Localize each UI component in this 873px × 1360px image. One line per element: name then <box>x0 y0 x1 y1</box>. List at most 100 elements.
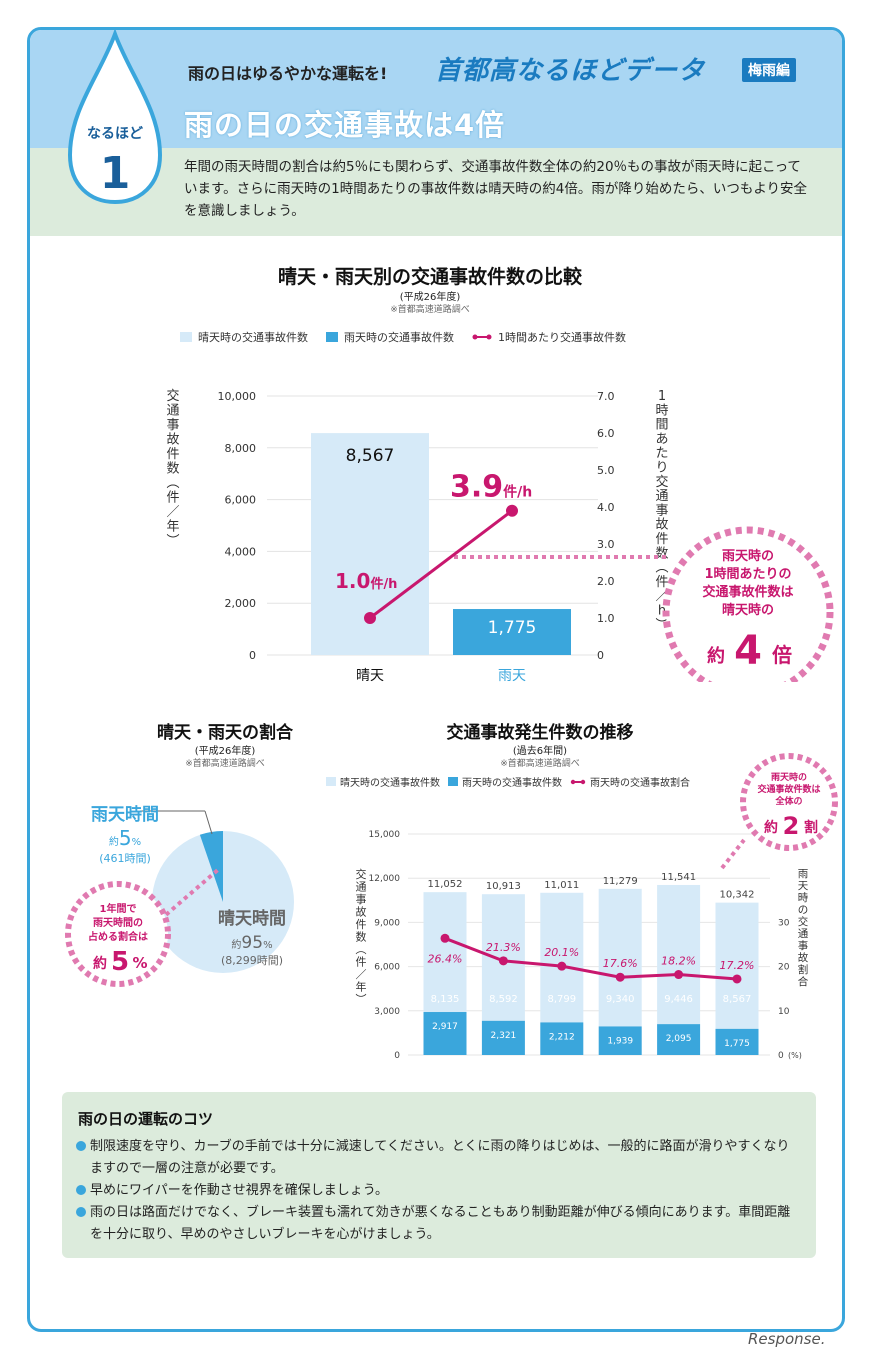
bar-value-label: 1,939 <box>607 1036 633 1046</box>
callout-text: 雨天時の <box>722 548 774 564</box>
x-tick-label: 雨天 <box>498 668 526 682</box>
ratio-value-label: 17.6% <box>603 957 638 970</box>
callout-text: 占める割合は <box>88 930 148 943</box>
line-point <box>506 504 518 517</box>
bar-total-label: 11,279 <box>603 876 638 887</box>
tip-text: 早めにワイパーを作動させ視界を確保しましょう。 <box>90 1183 388 1198</box>
y-axis-label: 数 <box>166 462 179 477</box>
y-tick-label: 0 <box>394 1051 400 1060</box>
y-tick-label: 8,000 <box>225 442 257 455</box>
callout-text: 晴天時の <box>722 602 774 618</box>
y-axis-label: 件 <box>166 447 179 462</box>
y2-axis-label: 事 <box>655 503 668 518</box>
chart3-svg: 03,0006,0009,00012,00015,0000102030(%)交通… <box>356 753 838 1060</box>
ratio-value-label: 18.2% <box>661 955 696 968</box>
bar-fine <box>540 892 584 1023</box>
callout-text: 雨天時間の <box>93 916 143 929</box>
x-tick-label: 晴天 <box>356 668 384 682</box>
y-tick-label: 4,000 <box>225 545 257 558</box>
pie-label-rain: 雨天時間 <box>91 804 159 825</box>
connector-dots <box>158 866 222 922</box>
bar-value-label: 2,212 <box>549 1032 575 1042</box>
y-axis-label: 通 <box>166 404 179 419</box>
y-axis-label: 事 <box>356 893 367 906</box>
intro-band <box>30 148 842 236</box>
y2-unit-label: (%) <box>788 1051 802 1060</box>
bar-fine <box>657 884 701 1025</box>
y2-axis-label: ︵ <box>655 561 668 576</box>
y2-tick-label: 20 <box>778 963 790 973</box>
tagline: 雨の日はゆるやかな運転を! <box>188 64 388 83</box>
legend3-swatch-fine <box>326 777 336 786</box>
bar-value-label: 9,446 <box>664 994 693 1005</box>
line-value-label: 3.9件/h <box>450 470 532 505</box>
y2-tick-label: 6.0 <box>597 427 615 440</box>
y-axis-label: 件 <box>356 956 367 969</box>
callout-circle <box>740 753 838 851</box>
line-point <box>364 612 376 624</box>
y-axis-label: 件 <box>166 491 179 506</box>
y2-tick-label: 0 <box>778 1051 784 1060</box>
bar-rain <box>423 1012 467 1055</box>
chart3-title: 交通事故発生件数の推移 <box>446 723 634 743</box>
connector-dots <box>720 838 746 870</box>
bar-rain <box>657 1024 701 1055</box>
ratio-value-label: 21.3% <box>486 941 521 954</box>
ratio-value-label: 26.4% <box>428 952 463 965</box>
bar-fine <box>715 902 759 1029</box>
bar-value-label: 8,567 <box>723 994 752 1005</box>
y2-tick-label: 4.0 <box>597 501 615 514</box>
bar-fine <box>423 892 467 1013</box>
callout-suffix: 割 <box>804 819 818 836</box>
y2-axis-label: 合 <box>798 975 809 988</box>
y2-tick-label: 30 <box>778 918 790 928</box>
y2-axis-label: 割 <box>798 963 809 976</box>
legend3-swatch-rain <box>448 777 458 786</box>
y2-tick-label: 7.0 <box>597 390 615 403</box>
tip-item: 制限速度を守り、カーブの手前では十分に減速してください。とくに雨の降りはじめは、… <box>76 1136 806 1180</box>
bar-value-label: 2,321 <box>491 1031 517 1041</box>
y-axis-label: ︶ <box>356 993 367 1006</box>
chart2-title: 晴天・雨天の割合 <box>157 723 293 743</box>
pie-percent-rain: 約5% <box>109 826 141 850</box>
y2-axis-label: り <box>655 461 668 476</box>
chart3-note: ※首都高速道路調べ <box>500 759 580 769</box>
y-axis-label: 交 <box>356 867 367 881</box>
y2-axis-label: 雨 <box>798 868 809 880</box>
y-tick-label: 3,000 <box>374 1007 400 1017</box>
y-tick-label: 12,000 <box>369 874 401 884</box>
chart2-subtitle: (平成26年度) <box>194 746 256 757</box>
ratio-value-label: 17.2% <box>720 959 755 972</box>
bar-rain <box>598 1026 642 1055</box>
bar-total-label: 10,342 <box>720 890 755 901</box>
bar-fine <box>598 888 642 1027</box>
y-tick-label: 9,000 <box>374 918 400 928</box>
intro-text: 年間の雨天時間の割合は約5％にも関わらず、交通事故件数全体の約20％もの事故が雨… <box>184 159 808 219</box>
y2-tick-label: 3.0 <box>597 538 615 551</box>
y-axis-label: 年 <box>166 520 179 535</box>
bullet-icon <box>76 1185 86 1195</box>
y-axis-label: 件 <box>356 918 367 931</box>
brand-title: 首都高なるほどデータ <box>435 56 706 86</box>
chart3-legend: 晴天時の交通事故件数 雨天時の交通事故件数 雨天時の交通事故割合 <box>326 774 690 789</box>
drop-number: 1 <box>100 148 131 199</box>
legend3-line: 雨天時の交通事故割合 <box>590 778 690 789</box>
y2-axis-label: h <box>658 604 666 619</box>
y-tick-label: 15,000 <box>369 830 401 840</box>
y2-axis-label: 事 <box>798 939 809 952</box>
chart1-title: 晴天・雨天別の交通事故件数の比較 <box>277 266 582 288</box>
callout-circle <box>65 881 171 987</box>
callout-suffix: % <box>132 954 147 972</box>
y2-axis-label: た <box>655 446 668 461</box>
line-value-label: 1.0件/h <box>335 569 397 593</box>
bar-value-label: 2,095 <box>666 1034 692 1044</box>
legend3-line-icon <box>570 779 586 784</box>
bar-total-label: 11,011 <box>544 880 579 891</box>
y2-axis-label: 通 <box>798 928 809 940</box>
y-axis-label: ︵ <box>356 943 367 956</box>
y2-tick-label: 10 <box>778 1007 790 1017</box>
y2-axis-label: 時 <box>655 403 668 418</box>
legend-fine: 晴天時の交通事故件数 <box>198 331 308 344</box>
y-axis-label: ︵ <box>166 476 179 491</box>
y-axis-label: 通 <box>356 881 367 894</box>
